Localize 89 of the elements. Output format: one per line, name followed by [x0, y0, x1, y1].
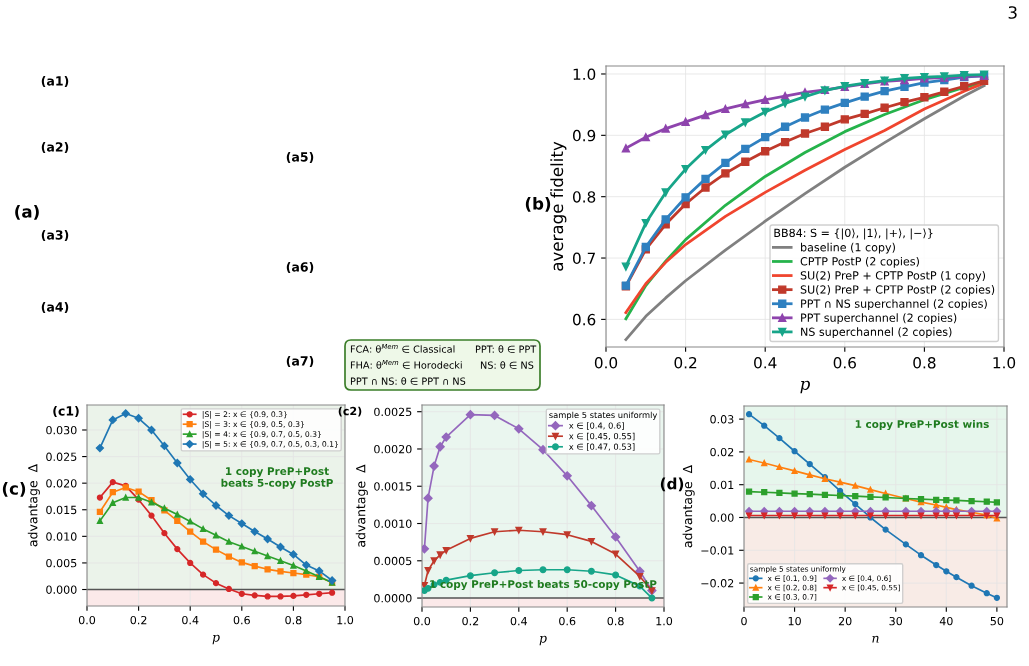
legend-label: SU(2) PreP + CPTP PostP (2 copies) — [800, 285, 995, 296]
text: (a5) — [286, 151, 314, 164]
x-tick-label: 10 — [788, 616, 801, 626]
text: PPT: θ ∈ PPT — [475, 345, 537, 353]
y-tick-label: 0.0015 — [374, 482, 412, 491]
x-tick-label: 0.4 — [182, 615, 199, 625]
y-axis-title: advantage Δ — [27, 463, 40, 547]
text: FCA: θ$^{Mem}$ ∈ Classical — [350, 343, 455, 353]
x-axis-title: p — [800, 380, 810, 394]
y-tick-label: 0.0000 — [374, 594, 412, 603]
y-tick-label: 0.0020 — [374, 444, 412, 454]
x-tick-label: 0.8 — [913, 356, 936, 369]
legend-label: PPT superchannel (2 copies) — [801, 313, 957, 325]
x-tick-label: 0.2 — [130, 615, 147, 625]
y-tick-label: −0.02 — [701, 579, 734, 588]
text: (a4) — [41, 301, 69, 314]
y-axis-title: advantage Δ — [355, 464, 368, 547]
y-tick-label: 0.0025 — [374, 407, 412, 417]
text: (a7) — [286, 355, 314, 368]
text: (a2) — [41, 141, 69, 154]
text: NS: θ ∈ NS — [480, 361, 534, 369]
y-tick-label: 0.000 — [46, 585, 77, 594]
legend-label: PPT ∩ NS superchannel (2 copies) — [801, 299, 987, 310]
x-tick-label: 1.0 — [337, 615, 354, 625]
x-tick-label: 0.0 — [413, 616, 431, 626]
y-tick-label: 0.02 — [710, 447, 734, 457]
x-tick-label: 0.0 — [594, 356, 618, 369]
legend-label: x ∈ [0.4, 0.6] — [569, 422, 624, 430]
x-axis-title: n — [872, 635, 879, 643]
y-tick-label: 0.0010 — [374, 519, 412, 528]
text: (a1) — [41, 75, 69, 88]
annotation: 1 copy PreP+Post wins — [855, 419, 989, 431]
x-tick-label: 0.2 — [462, 616, 479, 626]
y-tick-label: 0.7 — [572, 252, 595, 265]
text: PPT ∩ NS: θ ∈ PPT ∩ NS — [350, 377, 466, 385]
x-tick-label: 1.0 — [993, 356, 1016, 369]
y-tick-label: 0.015 — [46, 505, 77, 515]
y-axis-title: average fidelity — [550, 141, 567, 271]
x-tick-label: 0.2 — [674, 356, 697, 369]
legend-label: CPTP PostP (2 copies) — [800, 256, 919, 268]
y-tick-label: 0.9 — [572, 129, 596, 142]
y-tick-label: 0.010 — [46, 532, 77, 541]
text: (c) — [2, 481, 26, 497]
y-tick-label: −0.01 — [701, 546, 734, 555]
annotation: (d) — [660, 477, 684, 492]
y-tick-label: 0.030 — [46, 425, 77, 435]
text: FHA: θ$^{Mem}$ ∈ Horodecki — [350, 359, 462, 369]
annotation: 1 copy PreP+Post beats 5-copy PostP — [221, 467, 333, 489]
x-tick-label: 0.4 — [754, 356, 777, 369]
legend-title: BB84: S = {|0⟩, |1⟩, |+⟩, |−⟩} — [774, 228, 933, 240]
x-tick-label: 0.4 — [510, 616, 528, 626]
text: (c1) — [53, 405, 79, 418]
y-tick-label: 1.0 — [573, 68, 596, 80]
annotation: (c2) — [338, 406, 362, 417]
legend-title: sample 5 states uniformly — [549, 411, 658, 420]
text: (a6) — [286, 261, 314, 274]
y-tick-label: 0.03 — [710, 415, 734, 424]
x-tick-label: 0 — [741, 616, 747, 626]
y-tick-label: 0.8 — [572, 191, 596, 203]
legend-label: x ∈ [0.45, 0.55] — [569, 432, 635, 441]
x-tick-label: 50 — [990, 616, 1004, 626]
y-tick-label: 0.6 — [572, 313, 596, 326]
text: 3 — [1008, 6, 1017, 19]
x-axis-title: p — [212, 634, 220, 645]
text: (a) — [15, 204, 39, 220]
legend-label: baseline (1 copy) — [801, 242, 895, 254]
x-tick-label: 40 — [939, 616, 953, 626]
x-tick-label: 30 — [889, 616, 903, 626]
y-tick-label: 0.020 — [46, 479, 77, 488]
y-tick-label: 0.005 — [46, 558, 77, 568]
legend-label: x ∈ [0.47, 0.53] — [569, 443, 635, 451]
y-tick-label: 0.0005 — [374, 556, 412, 566]
legend-label: NS superchannel (2 copies) — [801, 327, 952, 339]
x-tick-label: 20 — [838, 616, 852, 626]
y-tick-label: 0.00 — [710, 513, 734, 522]
text: (a3) — [41, 229, 69, 242]
x-tick-label: 1.0 — [656, 616, 673, 626]
x-tick-label: 0.0 — [78, 615, 96, 625]
x-tick-label: 0.6 — [559, 616, 576, 626]
legend-label: SU(2) PreP + CPTP PostP (1 copy) — [800, 271, 986, 282]
x-tick-label: 0.6 — [833, 356, 856, 369]
y-axis-title: advantage Δ — [682, 464, 695, 548]
x-axis-title: p — [539, 635, 547, 646]
y-tick-label: 0.025 — [46, 452, 77, 461]
x-tick-label: 0.6 — [233, 615, 250, 625]
y-tick-label: 0.01 — [710, 480, 734, 490]
text: (b) — [525, 196, 551, 212]
x-tick-label: 0.8 — [607, 616, 624, 626]
x-tick-label: 0.8 — [285, 615, 302, 625]
